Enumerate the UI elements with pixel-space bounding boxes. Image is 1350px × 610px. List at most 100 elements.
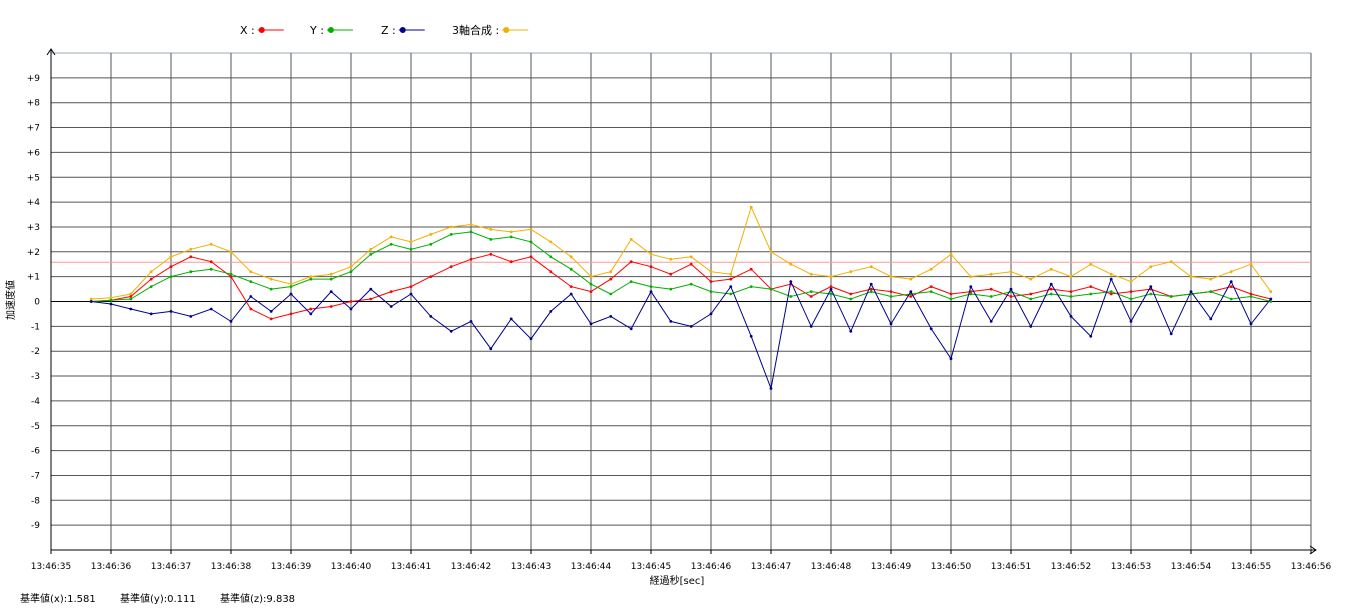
- data-point-Y: [1269, 300, 1273, 303]
- data-point-Z: [629, 327, 633, 331]
- data-point-3軸合成: [209, 242, 213, 246]
- data-point-Y: [869, 290, 873, 293]
- data-point-3軸合成: [309, 275, 313, 278]
- x-tick-label: 13:46:41: [391, 562, 431, 572]
- data-point-Y: [789, 295, 793, 298]
- data-point-X: [249, 307, 253, 311]
- data-point-Z: [889, 322, 893, 326]
- data-point-3軸合成: [749, 205, 753, 209]
- data-point-X: [489, 252, 493, 256]
- data-point-3軸合成: [1229, 270, 1233, 274]
- y-axis-arrow: [46, 48, 56, 56]
- series-line-Z: [91, 277, 1272, 391]
- legend-label-Y: Y :: [309, 24, 324, 37]
- data-point-3軸合成: [149, 270, 153, 274]
- data-point-Y: [669, 287, 673, 291]
- data-point-Z: [209, 307, 213, 311]
- data-point-X: [689, 262, 693, 266]
- data-point-Z: [1049, 282, 1053, 286]
- data-point-3軸合成: [969, 275, 973, 278]
- data-point-3軸合成: [529, 228, 533, 231]
- data-point-Z: [129, 307, 133, 311]
- data-point-Y: [629, 280, 633, 283]
- data-point-Y: [1029, 297, 1033, 301]
- x-tick-label: 13:46:49: [871, 562, 912, 572]
- x-tick-label: 13:46:51: [991, 562, 1031, 572]
- data-point-3軸合成: [669, 257, 673, 261]
- y-tick-label: -8: [31, 496, 40, 506]
- data-point-Z: [229, 320, 233, 323]
- data-point-Z: [309, 312, 313, 316]
- y-tick-label: +9: [27, 74, 41, 84]
- x-tick-label: 13:46:35: [31, 562, 71, 572]
- data-point-Z: [1069, 315, 1073, 318]
- data-point-3軸合成: [869, 265, 873, 269]
- data-point-Y: [149, 285, 153, 288]
- data-point-Y: [1049, 292, 1053, 296]
- data-point-Z: [1009, 287, 1013, 291]
- data-point-3軸合成: [609, 270, 613, 274]
- legend-marker-3軸合成: [503, 27, 510, 33]
- data-point-3軸合成: [509, 230, 513, 234]
- data-point-Y: [1089, 292, 1093, 296]
- data-point-3軸合成: [329, 272, 333, 276]
- data-point-X: [209, 260, 213, 264]
- legend-marker-Z: [399, 27, 406, 33]
- axes: 13:46:35 13:46:36 13:46:37 13:46:38 13:46:39…: [27, 48, 1331, 572]
- data-point-Y: [489, 238, 493, 241]
- data-point-3軸合成: [349, 265, 353, 269]
- data-point-Z: [869, 282, 873, 286]
- legend-label-Z: Z :: [381, 24, 396, 37]
- data-point-Z: [609, 315, 613, 318]
- data-point-Y: [749, 285, 753, 288]
- data-point-3軸合成: [1169, 260, 1173, 264]
- data-point-X: [129, 295, 133, 298]
- x-tick-label: 13:46:46: [691, 562, 732, 572]
- data-point-Y: [309, 277, 313, 281]
- data-point-Y: [189, 270, 193, 274]
- data-point-Z: [429, 315, 433, 318]
- data-point-Y: [409, 247, 413, 251]
- data-point-Y: [769, 287, 773, 291]
- data-point-Y: [1209, 290, 1213, 293]
- data-point-X: [149, 277, 153, 281]
- series-line-3軸合成: [91, 205, 1272, 300]
- x-tick-label: 13:46:48: [811, 562, 852, 572]
- data-point-3軸合成: [589, 275, 593, 278]
- series-line-X: [91, 253, 1271, 320]
- data-point-Y: [369, 252, 373, 256]
- data-point-Z: [1109, 277, 1113, 281]
- data-point-3軸合成: [1249, 262, 1253, 266]
- data-point-Y: [469, 230, 473, 234]
- data-point-Z: [849, 329, 853, 333]
- data-point-3軸合成: [809, 272, 813, 276]
- data-point-Y: [349, 270, 353, 274]
- data-point-Z: [649, 290, 653, 293]
- y-tick-label: -1: [31, 322, 40, 332]
- y-tick-label: +2: [27, 248, 40, 258]
- data-point-X: [469, 257, 473, 261]
- data-point-Z: [1269, 297, 1273, 301]
- data-point-3軸合成: [89, 297, 93, 301]
- data-point-Y: [389, 242, 393, 246]
- y-tick-label: 0: [34, 298, 40, 308]
- data-point-Z: [969, 285, 973, 288]
- data-point-Y: [689, 282, 693, 286]
- data-point-X: [1009, 295, 1013, 298]
- x-tick-label: 13:46:55: [1231, 562, 1271, 572]
- data-point-X: [229, 275, 233, 278]
- data-point-Y: [729, 292, 733, 296]
- data-point-X: [849, 292, 853, 296]
- x-tick-label: 13:46:40: [331, 562, 372, 572]
- data-point-Y: [829, 292, 833, 296]
- x-tick-label: 13:46:38: [211, 562, 252, 572]
- data-point-Z: [749, 334, 753, 338]
- data-point-Y: [1109, 290, 1113, 293]
- y-tick-label: +7: [27, 124, 40, 134]
- data-point-Z: [1249, 322, 1253, 326]
- data-point-3軸合成: [249, 270, 253, 274]
- data-point-Z: [269, 310, 273, 313]
- data-point-3軸合成: [849, 270, 853, 274]
- data-point-3軸合成: [569, 255, 573, 259]
- x-tick-label: 13:46:52: [1051, 562, 1091, 572]
